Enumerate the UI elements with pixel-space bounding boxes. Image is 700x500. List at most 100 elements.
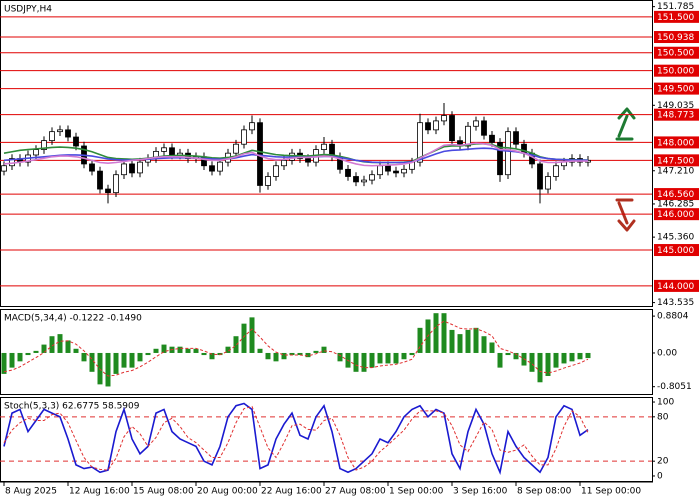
candle-body <box>441 115 447 122</box>
histogram-bar <box>569 352 575 362</box>
x-tick-label: 22 Aug 16:00 <box>261 487 322 497</box>
histogram-bar <box>129 352 135 368</box>
level-label-box <box>654 46 699 59</box>
candle-body <box>169 147 175 156</box>
histogram-bar <box>305 352 311 358</box>
candle-body <box>417 122 423 163</box>
level-label: 150.000 <box>657 67 694 77</box>
x-tick-label: 12 Aug 16:00 <box>69 487 130 497</box>
candle-body <box>553 165 559 177</box>
y-tick-label: 149.035 <box>657 101 694 111</box>
candle-body <box>265 176 271 186</box>
histogram-bar <box>73 348 79 353</box>
histogram-bar <box>161 344 167 353</box>
series-line <box>3 402 589 475</box>
histogram-bar <box>9 352 15 368</box>
histogram-bar <box>553 352 559 368</box>
histogram-bar <box>385 352 391 364</box>
x-tick-label: 3 Sep 16:00 <box>453 487 508 497</box>
histogram-bar <box>89 352 95 372</box>
y-tick-label: -0.8051 <box>657 382 692 392</box>
histogram-bar <box>273 352 279 362</box>
histogram-bar <box>25 352 31 356</box>
series-line <box>3 142 588 167</box>
candle-body <box>49 131 55 142</box>
histogram-bar <box>217 352 223 356</box>
histogram-bar <box>57 334 63 353</box>
y-tick-label: 143.535 <box>657 298 694 308</box>
level-label-box <box>654 31 699 44</box>
candle-body <box>377 165 383 176</box>
candle-body <box>65 129 71 138</box>
candle-body <box>113 174 119 194</box>
level-label-box <box>654 82 699 95</box>
y-tick-label: 0 <box>657 471 663 481</box>
y-tick-label: 0.8804 <box>657 312 689 322</box>
histogram-bar <box>313 350 319 353</box>
candle-body <box>129 163 135 174</box>
histogram-bar <box>577 352 583 360</box>
histogram-bar <box>585 352 591 359</box>
candle-body <box>353 176 359 183</box>
candle-body <box>57 129 63 133</box>
level-label-box <box>654 64 699 77</box>
histogram-bar <box>257 348 263 353</box>
histogram-bar <box>41 344 47 353</box>
candle-body <box>41 140 47 150</box>
down-arrow-icon <box>615 198 636 232</box>
histogram-bar <box>193 348 199 353</box>
histogram-bar <box>241 323 247 353</box>
histogram-bar <box>49 336 55 353</box>
histogram-bar <box>233 336 239 353</box>
histogram-bar <box>433 313 439 353</box>
histogram-bar <box>369 352 375 368</box>
histogram-bar <box>353 352 359 372</box>
candle-body <box>97 170 103 190</box>
candle-body <box>513 131 519 145</box>
level-label-box <box>654 10 699 23</box>
histogram-bar <box>185 348 191 353</box>
series-line <box>3 320 589 377</box>
candle-body <box>121 163 127 176</box>
histogram-bar <box>465 329 471 353</box>
candle-body <box>209 165 215 172</box>
candle-body <box>321 143 327 150</box>
histogram-bar <box>489 342 495 353</box>
candle-body <box>273 165 279 177</box>
level-label-box <box>654 108 699 121</box>
histogram-bar <box>441 313 447 353</box>
candle-body <box>465 125 471 147</box>
histogram-bar <box>393 352 399 364</box>
level-label-box <box>654 136 699 149</box>
level-label: 145.000 <box>657 246 694 256</box>
level-label: 146.000 <box>657 210 694 220</box>
histogram-bar <box>377 352 383 364</box>
level-label: 150.938 <box>657 33 694 43</box>
histogram-bar <box>209 352 215 360</box>
histogram-bar <box>497 352 503 368</box>
level-label: 150.500 <box>657 49 694 59</box>
x-tick-label: 8 Sep 08:00 <box>517 487 572 497</box>
candle-body <box>393 170 399 174</box>
y-tick-label: 0.00 <box>657 348 677 358</box>
y-tick-label: 20 <box>657 457 669 467</box>
x-tick-label: 27 Aug 08:00 <box>325 487 386 497</box>
level-label: 151.500 <box>657 13 694 23</box>
histogram-bar <box>481 336 487 353</box>
level-label: 149.500 <box>657 85 694 95</box>
histogram-bar <box>281 352 287 360</box>
y-tick-label: 146.285 <box>657 199 694 209</box>
histogram-bar <box>337 352 343 362</box>
candle-body <box>537 163 543 190</box>
level-label-box <box>654 279 699 292</box>
histogram-bar <box>449 329 455 353</box>
y-tick-label: 147.210 <box>657 166 694 176</box>
candle-body <box>545 176 551 190</box>
candle-body <box>449 115 455 142</box>
candle-body <box>161 147 167 152</box>
histogram-bar <box>513 352 519 360</box>
x-tick-label: 1 Sep 00:00 <box>389 487 444 497</box>
panel-title: Stoch(5,3,3) 62.6775 58.5909 <box>4 402 140 412</box>
candle-body <box>33 149 39 156</box>
candle-body <box>73 136 79 147</box>
